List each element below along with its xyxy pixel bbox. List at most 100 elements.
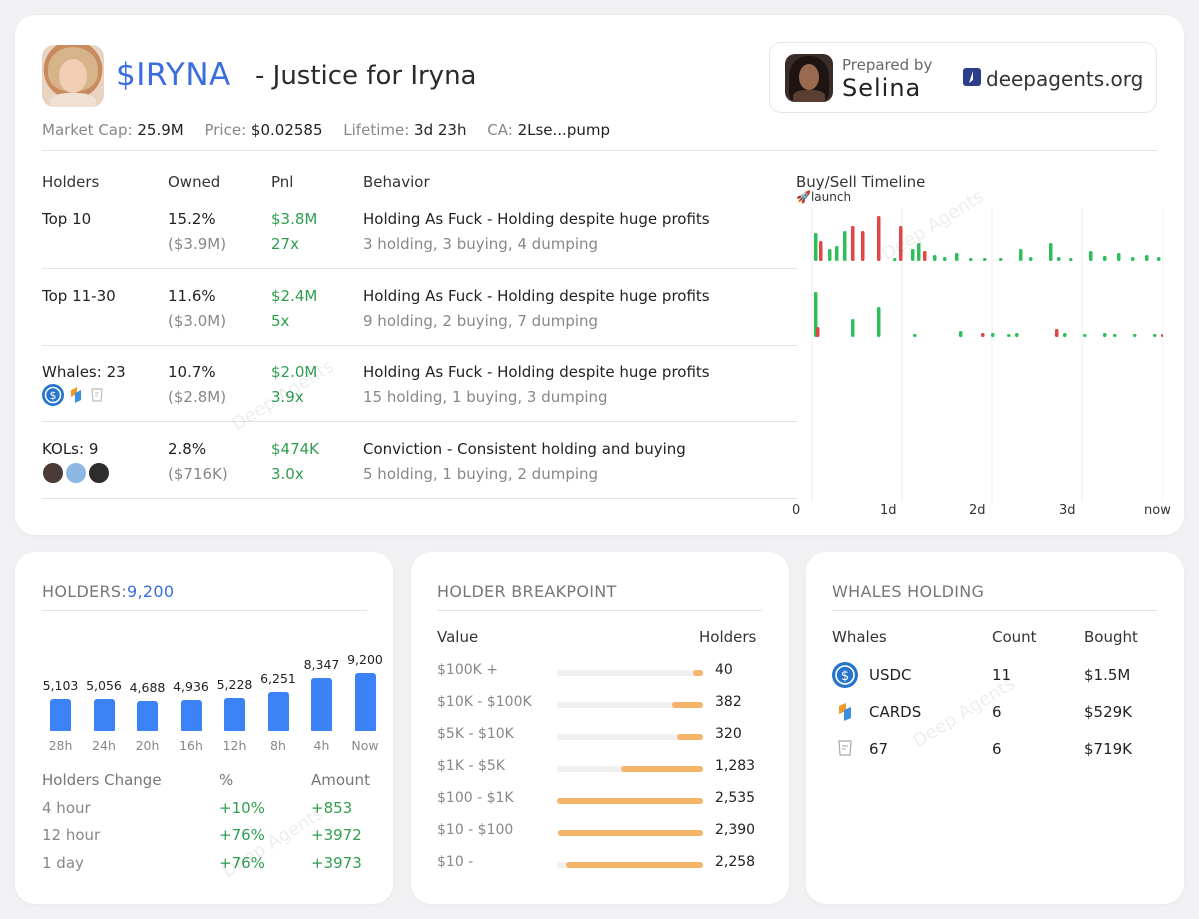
breakpoint-bar — [621, 766, 703, 772]
timeline-buy-mark — [893, 258, 897, 261]
kol-avatar[interactable] — [42, 462, 64, 484]
holders-bar-category: 12h — [222, 738, 247, 753]
row-holders: Whales: 23 — [42, 363, 126, 381]
ca-value[interactable]: 2Lse...pump — [517, 121, 610, 139]
breakpoint-col-holders: Holders — [699, 628, 757, 646]
watermark-text: Deep Agents — [909, 672, 1019, 753]
row-behavior-detail: 9 holding, 2 buying, 7 dumping — [363, 312, 599, 330]
row-pnl: $2.4M — [271, 287, 318, 305]
row-holders: KOLs: 9 — [42, 440, 99, 458]
row-multiplier: 3.0x — [271, 465, 304, 483]
timeline-buy-mark — [959, 331, 963, 337]
whales-divider — [832, 610, 1157, 611]
row-holders: Top 10 — [42, 210, 92, 228]
cards-icon — [71, 387, 81, 403]
change-amount: +3973 — [311, 854, 362, 872]
timeline-buy-mark — [955, 253, 959, 261]
change-pct: +76% — [219, 854, 265, 872]
breakpoint-range: $10K - $100K — [437, 694, 532, 710]
timeline-buy-mark — [911, 249, 915, 261]
whale-count: 11 — [992, 666, 1012, 684]
timeline-buy-mark — [943, 257, 947, 261]
cards-icon — [839, 703, 851, 721]
breakpoint-holders: 382 — [715, 694, 742, 710]
timeline-buy-mark — [1019, 249, 1023, 261]
whales-col-bought: Bought — [1084, 628, 1138, 646]
change-header-period: Holders Change — [42, 771, 162, 789]
whales-holding-card: WHALES HOLDING Whales Count Bought $ USD… — [806, 552, 1184, 904]
timeline-buy-mark — [835, 246, 839, 261]
timeline-band-baseline — [812, 259, 1162, 261]
holders-bar-value: 4,936 — [173, 678, 209, 694]
timeline-sell-mark — [899, 226, 903, 261]
row-owned-usd: ($716K) — [168, 465, 228, 483]
timeline-buy-mark — [814, 233, 818, 261]
holders-card: HOLDERS:9,200 5,103 28h 5,056 24h 4,688 20h 4,… — [15, 552, 393, 904]
col-holders: Holders — [42, 173, 100, 191]
holders-bar-category: 28h — [48, 738, 73, 753]
breakpoint-range: $5K - $10K — [437, 726, 514, 742]
row-owned-usd: ($3.9M) — [168, 235, 227, 253]
row-behavior: Holding As Fuck - Holding despite huge p… — [363, 363, 710, 381]
ca-label: CA: — [487, 121, 513, 139]
row-divider — [42, 421, 797, 422]
timeline-sell-mark — [877, 216, 881, 261]
holders-bar — [224, 698, 245, 731]
change-period: 12 hour — [42, 826, 101, 844]
timeline-tick: now — [1144, 503, 1171, 518]
row-behavior: Holding As Fuck - Holding despite huge p… — [363, 210, 710, 228]
breakpoint-bar — [692, 670, 703, 676]
row-pnl: $2.0M — [271, 363, 318, 381]
breakpoint-holders: 2,258 — [715, 854, 756, 870]
breakpoint-holders: 40 — [715, 662, 733, 678]
row-owned-usd: ($2.8M) — [168, 388, 227, 406]
timeline-buy-mark — [1117, 253, 1121, 261]
whales-col-name: Whales — [832, 628, 887, 646]
prepared-by-label: Prepared by — [842, 56, 933, 74]
breakpoint-holders: 2,390 — [715, 822, 756, 838]
timeline-tick: 1d — [880, 503, 897, 518]
timeline-buy-mark — [814, 292, 818, 337]
row-owned-usd: ($3.0M) — [168, 312, 227, 330]
timeline-tick: 0 — [792, 503, 801, 518]
timeline-buy-mark — [1063, 333, 1067, 337]
timeline-buy-mark — [1103, 333, 1107, 337]
timeline-buy-mark — [1015, 333, 1019, 337]
kol-avatar[interactable] — [88, 462, 110, 484]
holder-breakpoint-card: HOLDER BREAKPOINT Value Holders $100K + 4… — [411, 552, 789, 904]
change-amount: +853 — [311, 799, 353, 817]
token-stats: Market Cap: 25.9M Price: $0.02585 Lifeti… — [42, 121, 626, 139]
svg-text:$: $ — [841, 669, 849, 684]
breakpoint-track — [557, 670, 703, 676]
prepared-by-box: Prepared by Selina deepagents.org — [769, 42, 1157, 113]
timeline-buy-mark — [983, 258, 987, 261]
change-header-amount: Amount — [311, 771, 370, 789]
holders-bar-value: 4,688 — [129, 680, 166, 696]
holders-bar-value: 9,200 — [347, 652, 383, 667]
row-behavior-detail: 5 holding, 1 buying, 2 dumping — [363, 465, 599, 483]
breakpoint-title: HOLDER BREAKPOINT — [437, 582, 617, 601]
token-ticker: $IRYNA — [116, 57, 231, 93]
timeline-buy-mark — [969, 258, 973, 261]
row-pnl: $474K — [271, 440, 320, 458]
lifetime-label: Lifetime: — [343, 121, 410, 139]
launch-marker: 🚀launch — [796, 190, 852, 204]
holders-bar-category: Now — [351, 738, 379, 753]
holders-bar-value: 8,347 — [303, 657, 340, 673]
col-timeline: Buy/Sell Timeline — [796, 173, 926, 191]
site-link[interactable]: deepagents.org — [986, 67, 1144, 91]
whale-count: 6 — [992, 703, 1002, 721]
breakpoint-range: $10 - $100 — [437, 822, 514, 838]
timeline-sell-mark — [851, 226, 855, 261]
kol-avatar[interactable] — [65, 462, 87, 484]
timeline-buy-mark — [1145, 255, 1149, 261]
whale-name: 67 — [869, 740, 889, 758]
holders-bar-category: 16h — [179, 738, 203, 753]
breakpoint-range: $10 - — [437, 854, 474, 870]
timeline-buy-mark — [933, 255, 937, 261]
breakpoint-range: $1K - $5K — [437, 758, 505, 774]
holders-bar — [93, 699, 115, 731]
breakpoint-bar — [672, 702, 703, 708]
holders-bar — [50, 698, 71, 731]
col-behavior: Behavior — [363, 173, 430, 191]
